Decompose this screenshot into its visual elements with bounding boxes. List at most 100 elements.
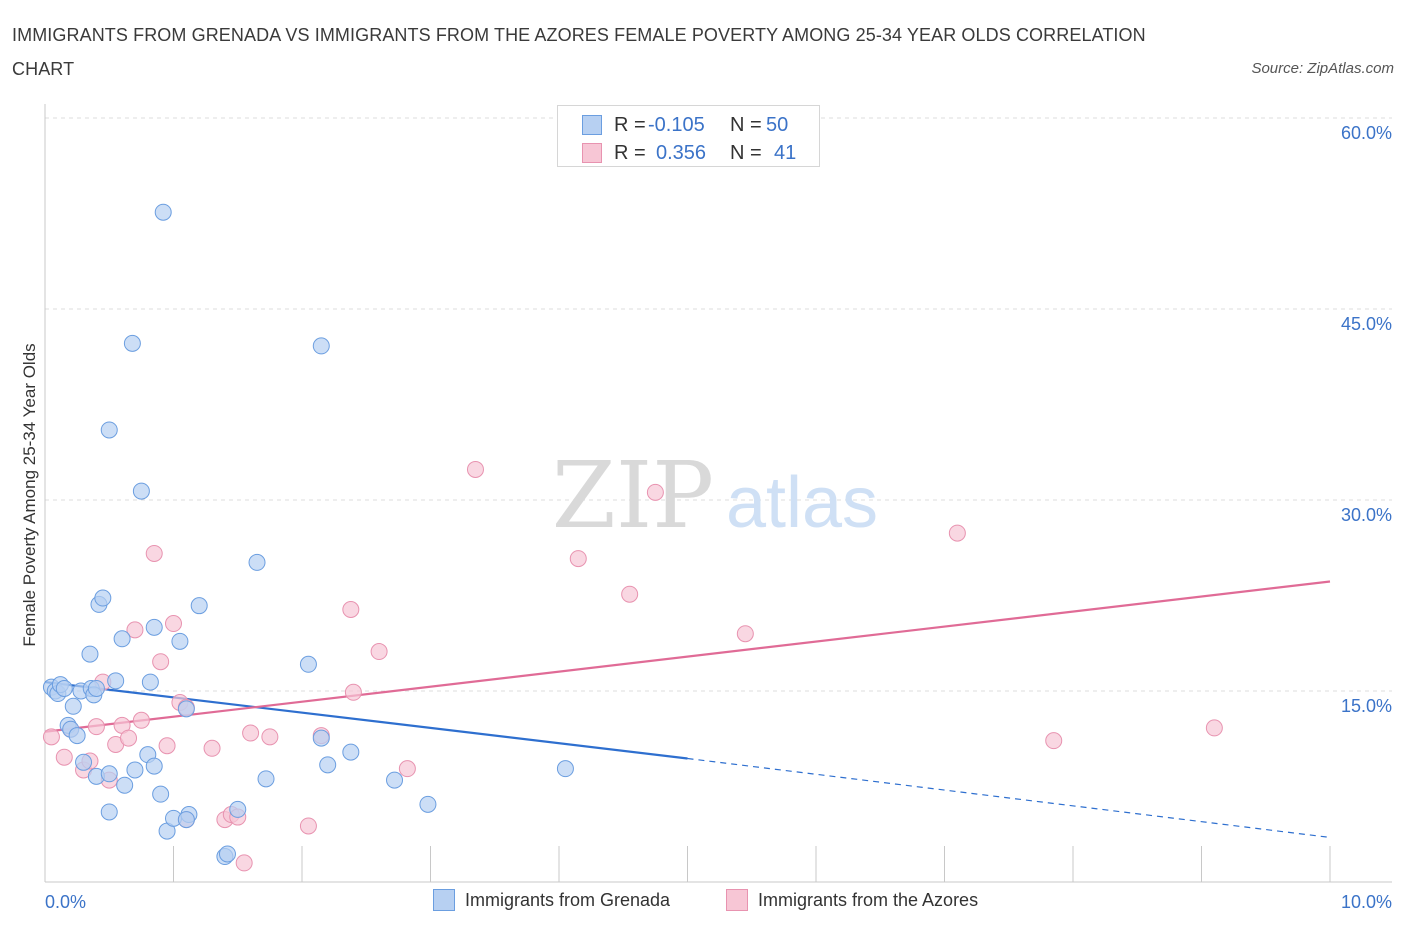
- point-grenada: [190, 597, 208, 615]
- point-grenada: [386, 771, 404, 789]
- point-grenada: [107, 672, 125, 690]
- point-azores: [569, 550, 587, 568]
- chart-title: IMMIGRANTS FROM GRENADA VS IMMIGRANTS FR…: [12, 25, 1146, 79]
- data-points: [42, 203, 1223, 872]
- legend-n-value: 41: [774, 141, 797, 164]
- legend-swatch-grenada: [582, 115, 602, 135]
- point-azores: [242, 724, 260, 742]
- point-grenada: [556, 760, 574, 778]
- point-grenada: [299, 655, 317, 673]
- point-grenada: [312, 337, 330, 355]
- point-grenada: [68, 727, 86, 745]
- point-azores: [398, 760, 416, 778]
- legend-r-value: -0.105: [648, 113, 705, 136]
- legend-swatch-azores: [582, 143, 602, 163]
- legend-swatch-azores: [726, 889, 748, 911]
- y-tick-label: 15.0%: [1341, 696, 1392, 716]
- point-grenada: [100, 803, 118, 821]
- point-grenada: [319, 756, 337, 774]
- legend-item-grenada[interactable]: Immigrants from Grenada: [433, 889, 670, 911]
- point-azores: [621, 585, 639, 603]
- point-azores: [948, 524, 966, 542]
- point-grenada: [81, 645, 99, 663]
- point-grenada: [116, 776, 134, 794]
- trend-line-grenada-extrapolated: [687, 757, 1331, 839]
- y-axis-label: Female Poverty Among 25-34 Year Olds: [20, 343, 39, 647]
- tick-labels: 15.0% 30.0% 45.0% 60.0% 0.0% 10.0%: [45, 123, 1392, 912]
- point-grenada: [132, 482, 150, 500]
- point-azores: [235, 854, 253, 872]
- legend-r-value: 0.356: [656, 141, 707, 164]
- point-grenada: [75, 753, 93, 771]
- point-grenada: [171, 632, 189, 650]
- legend-r-label: R =: [614, 113, 646, 136]
- point-azores: [370, 643, 388, 661]
- point-azores: [145, 544, 163, 562]
- watermark-atlas: atlas: [726, 463, 878, 543]
- trend-line-azores: [44, 580, 1331, 733]
- point-azores: [342, 601, 360, 619]
- point-grenada: [94, 589, 112, 607]
- point-grenada: [218, 845, 236, 863]
- watermark: ZIP atlas: [552, 442, 878, 549]
- x-tick-label-min: 0.0%: [45, 892, 86, 912]
- point-grenada: [229, 800, 247, 818]
- legend-label-grenada: Immigrants from Grenada: [465, 889, 671, 910]
- point-grenada: [141, 673, 159, 691]
- point-grenada: [87, 679, 105, 697]
- y-tick-label: 30.0%: [1341, 505, 1392, 525]
- point-grenada: [312, 729, 330, 747]
- point-azores: [1045, 732, 1063, 750]
- legend-n-label: N =: [730, 113, 762, 136]
- point-grenada: [100, 765, 118, 783]
- grid-lines: [45, 117, 1392, 692]
- watermark-zip: ZIP: [552, 442, 714, 549]
- point-azores: [55, 748, 73, 766]
- point-grenada: [145, 757, 163, 775]
- point-grenada: [100, 421, 118, 439]
- point-azores: [87, 718, 105, 736]
- source-label: Source: ZipAtlas.com: [1251, 60, 1394, 77]
- x-tick-label-max: 10.0%: [1341, 892, 1392, 912]
- point-azores: [466, 460, 484, 478]
- point-azores: [165, 615, 182, 633]
- correlation-legend: R = -0.105 N = 50 R = 0.356 N = 41: [557, 105, 820, 167]
- point-azores: [126, 621, 144, 639]
- point-grenada: [257, 770, 275, 788]
- point-azores: [203, 739, 221, 757]
- axes: [44, 104, 1392, 883]
- point-azores: [1205, 719, 1223, 737]
- y-tick-label: 45.0%: [1341, 314, 1392, 334]
- point-azores: [158, 737, 176, 755]
- trend-lines: [44, 580, 1331, 839]
- point-azores: [152, 653, 170, 671]
- point-grenada: [113, 630, 131, 648]
- point-grenada: [154, 203, 172, 221]
- point-azores: [736, 625, 754, 643]
- legend-swatch-grenada: [433, 889, 455, 911]
- point-grenada: [64, 697, 82, 715]
- point-azores: [42, 728, 60, 746]
- point-grenada: [342, 743, 360, 761]
- legend-n-label: N =: [730, 141, 762, 164]
- legend-label-azores: Immigrants from the Azores: [758, 889, 979, 910]
- legend-row-azores: R = 0.356 N = 41: [582, 139, 796, 167]
- y-tick-label: 60.0%: [1341, 123, 1392, 143]
- point-grenada: [152, 785, 170, 803]
- legend-item-azores[interactable]: Immigrants from the Azores: [726, 889, 978, 911]
- legend-row-grenada: R = -0.105 N = 50: [582, 111, 788, 139]
- point-grenada: [145, 618, 163, 636]
- point-grenada: [126, 761, 144, 779]
- trend-line-grenada: [44, 680, 688, 760]
- point-azores: [261, 728, 279, 746]
- point-azores: [344, 683, 362, 701]
- point-azores: [132, 711, 150, 729]
- point-azores: [646, 483, 664, 501]
- point-grenada: [55, 679, 73, 697]
- point-grenada: [419, 795, 437, 813]
- legend-n-value: 50: [766, 113, 789, 136]
- point-grenada: [123, 334, 141, 352]
- point-grenada: [248, 553, 266, 571]
- point-azores: [120, 729, 138, 747]
